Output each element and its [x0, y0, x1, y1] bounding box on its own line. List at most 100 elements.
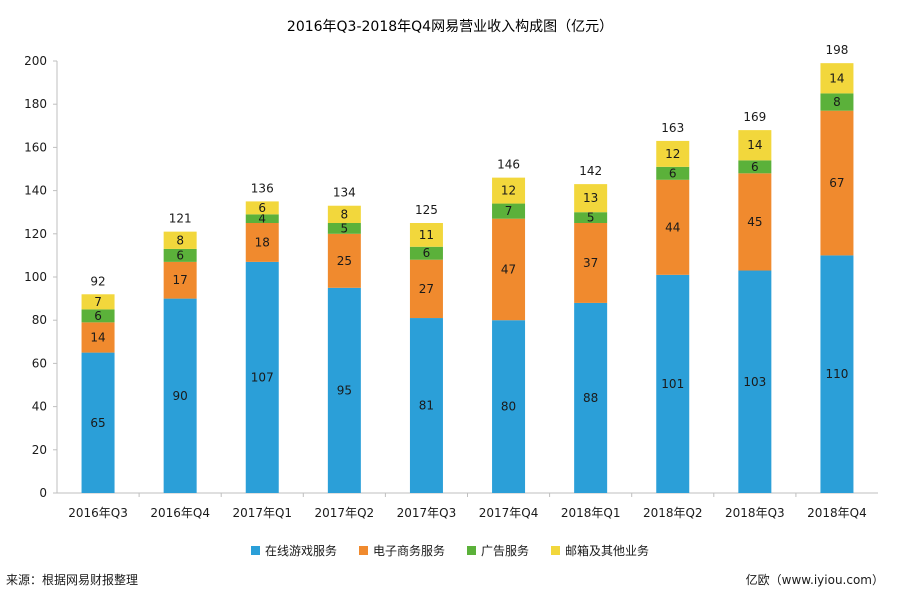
- bar-segment-series-1: [163, 298, 197, 493]
- bar-segment-series-2: [409, 259, 443, 319]
- y-tick-label: 140: [24, 184, 47, 198]
- y-tick-label: 20: [32, 443, 47, 457]
- bar-segment-series-4: [656, 140, 690, 167]
- bar-segment-series-3: [738, 160, 772, 174]
- bar-segment-series-1: [492, 320, 526, 493]
- total-label: 198: [825, 43, 848, 57]
- bar-segment-series-4: [245, 201, 279, 215]
- data-label: 14: [747, 138, 762, 152]
- data-label: 110: [825, 367, 848, 381]
- bars: 6514679290176812110718461369525581348127…: [81, 43, 854, 493]
- bar-segment-series-1: [409, 318, 443, 493]
- x-tick-label: 2018年Q1: [561, 506, 621, 520]
- bar-segment-series-4: [492, 177, 526, 204]
- legend-label: 在线游戏服务: [264, 544, 337, 558]
- data-label: 25: [337, 254, 352, 268]
- legend-swatch: [551, 546, 561, 555]
- bar-segment-series-2: [81, 322, 115, 353]
- total-label: 169: [743, 110, 766, 124]
- data-label: 6: [176, 248, 184, 262]
- x-tick-label: 2018年Q3: [725, 506, 785, 520]
- y-tick-label: 100: [24, 270, 47, 284]
- data-label: 37: [583, 256, 598, 270]
- data-label: 6: [751, 160, 759, 174]
- data-label: 6: [423, 246, 431, 260]
- bar-segment-series-4: [163, 231, 197, 249]
- bar-segment-series-3: [81, 309, 115, 323]
- revenue-stacked-bar-chart: 2016年Q3-2018年Q4网易营业收入构成图（亿元） 0 20 40 60 80 10…: [24, 19, 878, 520]
- data-label: 17: [173, 273, 188, 287]
- data-label: 90: [173, 389, 188, 403]
- total-label: 163: [661, 121, 684, 135]
- total-label: 92: [90, 274, 105, 288]
- data-label: 7: [94, 295, 102, 309]
- bar-segment-series-4: [409, 223, 443, 247]
- data-label: 103: [743, 375, 766, 389]
- bar-segment-series-1: [245, 261, 279, 493]
- bar-segment-series-1: [574, 302, 608, 493]
- data-label: 81: [419, 399, 434, 413]
- data-label: 107: [251, 370, 274, 384]
- total-label: 136: [251, 181, 274, 195]
- legend-swatch: [250, 546, 260, 555]
- data-label: 14: [90, 330, 105, 344]
- total-label: 125: [415, 203, 438, 217]
- bar-segment-series-3: [409, 246, 443, 260]
- bar-segment-series-4: [327, 205, 361, 223]
- y-tick-label: 180: [24, 97, 47, 111]
- bar-segment-series-4: [820, 63, 854, 94]
- y-tick-label: 200: [24, 54, 47, 68]
- x-tick-label: 2018年Q4: [807, 506, 867, 520]
- data-label: 88: [583, 391, 598, 405]
- data-label: 65: [90, 416, 105, 430]
- bar-segment-series-2: [245, 223, 279, 262]
- data-label: 95: [337, 383, 352, 397]
- data-label: 47: [501, 262, 516, 276]
- data-label: 13: [583, 191, 598, 205]
- source-note: 来源：根据网易财报整理: [6, 573, 139, 587]
- bar-segment-series-2: [492, 218, 526, 321]
- data-label: 27: [419, 282, 434, 296]
- data-label: 6: [258, 201, 266, 215]
- y-tick-label: 120: [24, 227, 47, 241]
- data-label: 5: [341, 221, 349, 235]
- data-label: 12: [501, 184, 516, 198]
- bar-segment-series-2: [738, 173, 772, 271]
- chart-title: 2016年Q3-2018年Q4网易营业收入构成图（亿元）: [287, 19, 613, 35]
- legend-swatch: [467, 546, 476, 555]
- total-label: 134: [333, 186, 356, 200]
- bar-segment-series-3: [245, 214, 279, 223]
- bar-segment-series-3: [574, 212, 608, 223]
- data-label: 8: [176, 233, 184, 247]
- bar-segment-series-4: [574, 184, 608, 213]
- bar-segment-series-2: [163, 261, 197, 299]
- data-label: 67: [829, 176, 844, 190]
- data-label: 6: [94, 309, 102, 323]
- bar-segment-series-1: [656, 274, 690, 493]
- data-label: 6: [669, 166, 677, 180]
- data-label: 101: [661, 377, 684, 391]
- y-tick-label: 80: [32, 313, 47, 327]
- bar-segment-series-1: [738, 270, 772, 493]
- y-tick-label: 60: [32, 356, 47, 370]
- bar-segment-series-2: [574, 223, 608, 303]
- data-label: 14: [829, 71, 844, 85]
- legend: 在线游戏服务 电子商务服务 广告服务 邮箱及其他业务: [0, 542, 900, 559]
- bar-segment-series-1: [327, 287, 361, 493]
- data-label: 7: [505, 204, 513, 218]
- data-label: 80: [501, 400, 516, 414]
- x-tick-label: 2018年Q2: [643, 506, 703, 520]
- data-label: 18: [255, 235, 270, 249]
- total-label: 121: [169, 212, 192, 226]
- legend-item: 在线游戏服务: [250, 542, 337, 559]
- legend-label: 电子商务服务: [372, 544, 445, 558]
- data-label: 11: [419, 228, 434, 242]
- y-tick-label: 0: [39, 486, 47, 500]
- x-tick-label: 2017年Q2: [315, 506, 375, 520]
- total-label: 146: [497, 158, 520, 172]
- bar-segment-series-3: [492, 203, 526, 219]
- legend-swatch: [358, 546, 368, 555]
- x-tick-label: 2017年Q1: [232, 506, 292, 520]
- data-label: 44: [665, 220, 680, 234]
- data-label: 8: [833, 95, 841, 109]
